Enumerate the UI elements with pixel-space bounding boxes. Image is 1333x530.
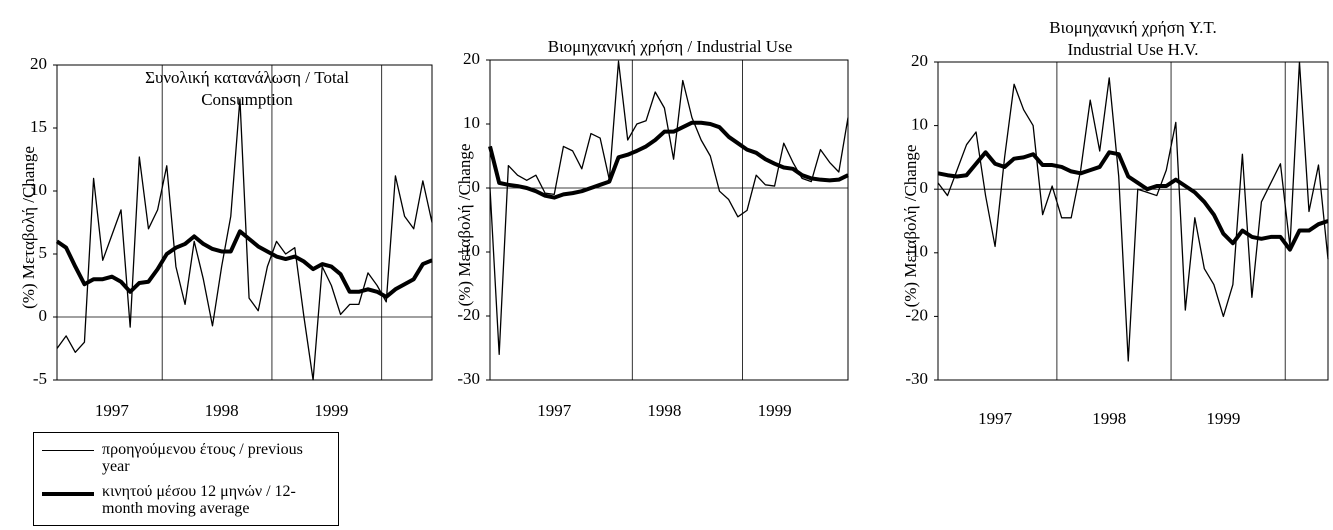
y-axis-label: (%) Μεταβολή /Change bbox=[901, 145, 920, 308]
x-tick-label: 1997 bbox=[537, 401, 572, 420]
y-tick-label: 10 bbox=[30, 180, 47, 199]
chart-title: Βιομηχανική χρήση / Industrial Use bbox=[548, 37, 793, 56]
legend-entry: κινητού μέσου 12 μηνών / 12-month moving… bbox=[42, 483, 332, 517]
charts: -5 0 5 10 15 20 1997 1998 1999 Συνολική κατανάλωσ… bbox=[19, 18, 1329, 428]
y-tick-label: -20 bbox=[457, 305, 480, 324]
y-tick-label: 5 bbox=[39, 243, 48, 262]
plot-frame bbox=[937, 61, 1329, 381]
series-line bbox=[56, 98, 433, 381]
y-axis-label: (%) Μεταβολή /Change bbox=[19, 146, 38, 309]
series-line bbox=[55, 229, 433, 299]
series-line bbox=[937, 61, 1329, 362]
y-tick-label: -10 bbox=[457, 241, 480, 260]
legend-swatch bbox=[42, 492, 94, 496]
legend-entry: προηγούμενου έτους / previous year bbox=[42, 441, 332, 475]
x-tick-label: 1999 bbox=[758, 401, 792, 420]
y-tick-label: -5 bbox=[33, 369, 47, 388]
x-tick-label: 1997 bbox=[95, 401, 130, 420]
x-tick-label: 1998 bbox=[205, 401, 239, 420]
chart-title: Συνολική κατανάλωση / Total bbox=[145, 68, 349, 87]
legend-swatch bbox=[42, 450, 94, 452]
legend-label: προηγούμενου έτους / previous year bbox=[102, 441, 303, 475]
plot-frame bbox=[489, 59, 849, 381]
x-tick-label: 1998 bbox=[647, 401, 681, 420]
legend-label: κινητού μέσου 12 μηνών / 12-month moving… bbox=[102, 483, 296, 517]
y-tick-label: -30 bbox=[905, 369, 928, 388]
series-line bbox=[488, 120, 849, 200]
chart-title: Industrial Use H.V. bbox=[1068, 40, 1199, 59]
y-tick-label: 20 bbox=[30, 54, 47, 73]
y-axis-label: (%) Μεταβολή /Change bbox=[455, 144, 474, 307]
y-tick-label: 20 bbox=[911, 51, 928, 70]
y-tick-label: -30 bbox=[457, 369, 480, 388]
y-tick-label: -20 bbox=[905, 305, 928, 324]
x-tick-label: 1999 bbox=[314, 401, 348, 420]
series-line bbox=[937, 150, 1329, 252]
x-tick-label: 1998 bbox=[1092, 409, 1126, 428]
y-tick-label: 15 bbox=[30, 117, 47, 136]
y-tick-label: 0 bbox=[472, 177, 481, 196]
y-tick-label: -10 bbox=[905, 242, 928, 261]
chart-title: Consumption bbox=[201, 90, 293, 109]
y-tick-label: 10 bbox=[463, 113, 480, 132]
x-tick-label: 1999 bbox=[1206, 409, 1240, 428]
y-tick-label: 10 bbox=[911, 115, 928, 134]
series-line bbox=[489, 60, 849, 356]
y-tick-label: 20 bbox=[463, 49, 480, 68]
x-tick-label: 1997 bbox=[978, 409, 1013, 428]
chart-title: Βιομηχανική χρήση Y.T. bbox=[1049, 18, 1216, 37]
y-tick-label: 0 bbox=[920, 178, 929, 197]
y-tick-label: 0 bbox=[39, 306, 48, 325]
legend: προηγούμενου έτους / previous year κινητ… bbox=[33, 432, 339, 526]
plot-frame bbox=[56, 64, 433, 381]
